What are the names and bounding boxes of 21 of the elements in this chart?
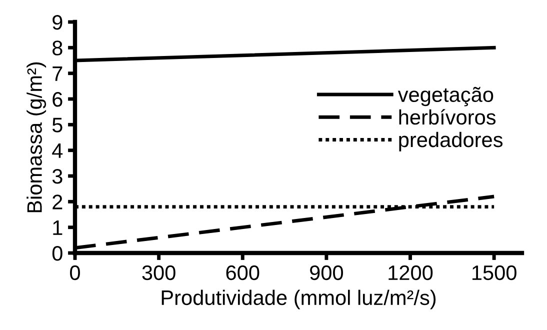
legend-label: herbívoros: [399, 109, 496, 125]
y-tick-label: 9: [52, 15, 62, 30]
y-tick-label: 7: [52, 66, 62, 81]
x-tick-label: 1200: [388, 265, 433, 280]
y-tick-label: 6: [52, 92, 62, 107]
y-tick-label: 5: [52, 118, 62, 132]
y-tick-label: 3: [52, 169, 62, 184]
y-tick-label: 4: [52, 144, 63, 158]
y-tick-label: 0: [52, 246, 62, 261]
y-axis-title: Biomassa (g/m²): [26, 62, 46, 212]
y-tick-label: 8: [52, 40, 62, 56]
y-tick-label: 2: [52, 194, 62, 210]
y-tick-label: 1: [53, 220, 62, 235]
x-tick-label: 900: [310, 265, 344, 280]
x-axis-title: Produtividade (mmol luz/m²/s): [162, 290, 436, 310]
x-tick-label: 0: [70, 265, 80, 280]
x-tick-label: 1500: [472, 265, 516, 280]
legend-label: predadores: [399, 132, 503, 152]
x-tick-label: 600: [226, 265, 260, 280]
legend-label: vegetação: [398, 86, 494, 106]
x-tick-label: 300: [142, 265, 176, 280]
